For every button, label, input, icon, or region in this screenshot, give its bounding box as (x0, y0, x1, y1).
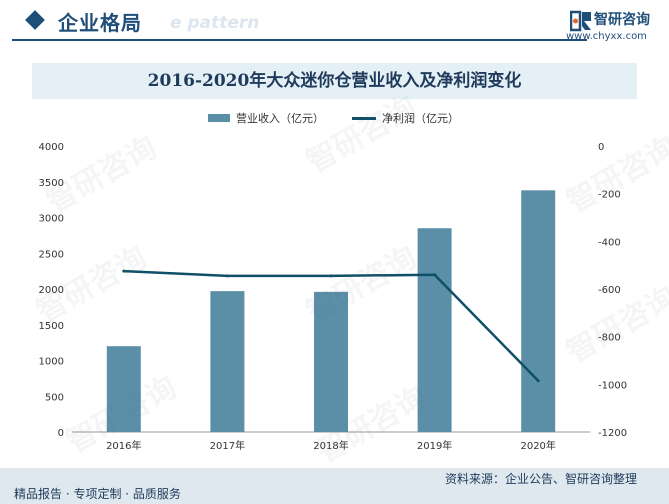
line-point (536, 379, 540, 383)
y-right-tick-label: -200 (598, 190, 621, 201)
footer-bar (0, 468, 669, 504)
y-right-tick-label: -400 (598, 237, 621, 248)
title-banner (32, 63, 637, 99)
y-left-tick-label: 0 (58, 428, 64, 439)
x-tick-label: 2018年 (313, 439, 348, 452)
header-watermark-text: e pattern (170, 13, 260, 33)
section-title: 企业格局 (58, 11, 142, 35)
header-divider (12, 39, 587, 41)
brand-name: 智研咨询 (594, 12, 650, 28)
bar (314, 291, 348, 432)
legend-label-net-profit: 净利润（亿元） (382, 112, 459, 125)
legend-label-revenue: 营业收入（亿元） (236, 112, 324, 125)
legend: 营业收入（亿元） 净利润（亿元） (0, 110, 669, 130)
line-point (122, 269, 126, 273)
footer-tagline: 精品报告 · 专项定制 · 品质服务 (14, 487, 181, 501)
bar (106, 346, 141, 432)
y-left-tick-label: 2000 (39, 285, 64, 296)
line-point (225, 274, 229, 278)
bar (521, 190, 556, 432)
line-point (329, 274, 333, 278)
y-left-tick-label: 2500 (39, 249, 64, 260)
brand-url[interactable]: www.chyxx.com (566, 31, 647, 42)
x-tick-label: 2019年 (417, 439, 452, 452)
y-left-tick-label: 1500 (39, 321, 64, 332)
x-tick-label: 2020年 (520, 439, 555, 452)
y-left-tick-label: 500 (45, 392, 64, 403)
brand-logo-icon (570, 10, 591, 32)
bar (210, 291, 245, 432)
y-right-tick-label: -800 (598, 333, 621, 344)
y-right-tick-label: 0 (598, 142, 604, 153)
legend-swatch-line (352, 116, 376, 120)
y-right-tick-label: -1200 (598, 428, 627, 439)
y-right-tick-label: -1000 (598, 380, 627, 391)
y-left-tick-label: 3500 (39, 178, 64, 189)
footer-source: 资料来源：企业公告、智研咨询整理 (445, 472, 638, 486)
y-left-tick-label: 1000 (39, 357, 64, 368)
legend-item-net-profit: 净利润（亿元） (352, 110, 459, 126)
y-right-tick-label: -600 (598, 285, 621, 296)
chart-title: 2016-2020年大众迷你仓营业收入及净利润变化 (147, 71, 522, 91)
bar (417, 228, 452, 432)
y-left-tick-label: 3000 (39, 214, 64, 225)
x-tick-label: 2017年 (210, 439, 245, 452)
line-point (433, 273, 437, 277)
legend-item-revenue: 营业收入（亿元） (208, 110, 324, 126)
legend-swatch-bar (208, 114, 230, 122)
y-left-tick-label: 4000 (39, 142, 64, 153)
x-tick-label: 2016年 (106, 439, 141, 452)
header: 企业格局 e pattern 智研咨询 www.chyxx.com (0, 0, 669, 44)
